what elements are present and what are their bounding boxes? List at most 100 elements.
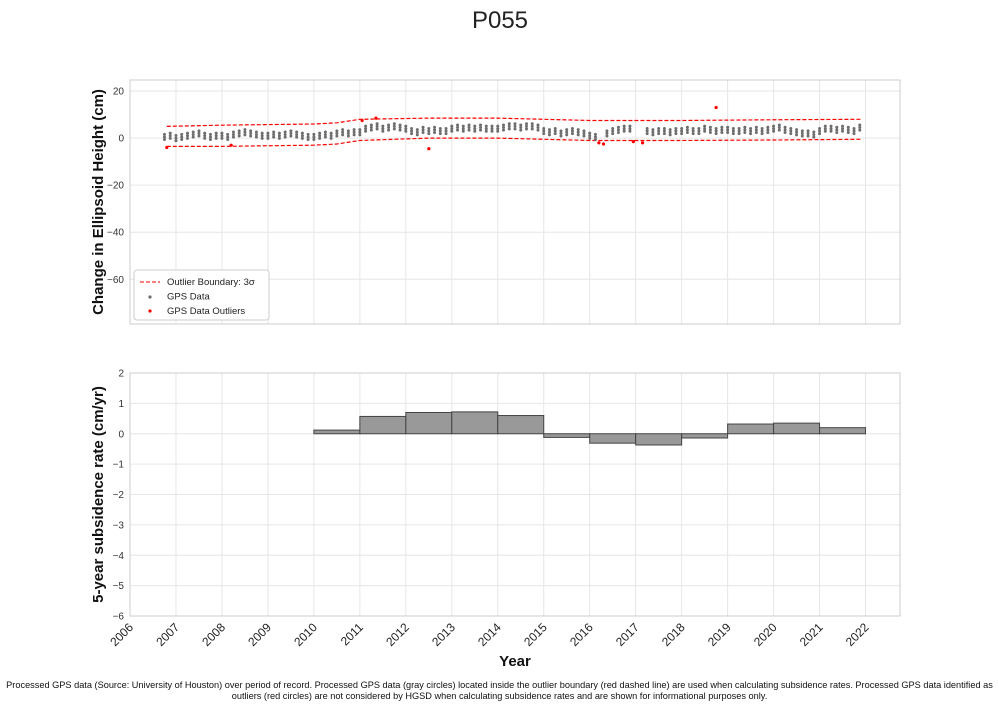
gps-data-point	[260, 134, 264, 138]
x-tick-label: 2015	[521, 620, 550, 649]
gps-data-point	[387, 128, 391, 132]
gps-data-point	[272, 135, 276, 139]
subsidence-bar	[359, 415, 407, 435]
y-tick-label: 1	[118, 399, 124, 410]
y-tick-label: −40	[107, 228, 124, 239]
gps-data-point	[369, 128, 373, 132]
gps-data-point	[277, 131, 281, 135]
gps-data-point	[243, 133, 247, 137]
gps-data-point	[622, 127, 626, 131]
gps-data-point	[570, 126, 574, 130]
legend-label: Outlier Boundary: 3σ	[167, 277, 255, 288]
gps-data-point	[490, 129, 494, 133]
gps-data-point	[507, 122, 511, 126]
gps-data-point	[812, 130, 816, 134]
gps-data-point	[410, 126, 414, 130]
x-axis-label: Year	[499, 653, 531, 670]
gps-data-point	[749, 126, 753, 130]
gps-data-point	[674, 132, 678, 136]
gps-data-point	[547, 128, 551, 132]
gps-data-point	[697, 126, 701, 130]
gps-data-point	[427, 129, 431, 133]
gps-data-point	[766, 125, 770, 129]
gps-data-point	[760, 126, 764, 130]
gps-data-point	[530, 127, 534, 131]
gps-data-point	[415, 133, 419, 137]
gps-data-point	[318, 134, 322, 138]
gps-data-point	[185, 131, 189, 135]
y-tick-label: 0	[118, 429, 124, 440]
gps-data-point	[846, 128, 850, 132]
subsidence-bar	[635, 433, 683, 446]
gps-data-point	[226, 138, 230, 142]
gps-data-point	[433, 130, 437, 134]
gps-data-point	[760, 132, 764, 136]
gps-data-point	[254, 135, 258, 139]
gps-data-point	[645, 126, 649, 130]
gps-data-point	[519, 128, 523, 132]
gps-data-point	[352, 128, 356, 132]
gps-data-point	[628, 129, 632, 133]
gps-data-point	[593, 132, 597, 136]
x-tick-label: 2009	[245, 620, 274, 649]
gps-data-point	[467, 128, 471, 132]
gps-data-point	[421, 125, 425, 129]
gps-data-point	[818, 126, 822, 130]
gps-outlier-point	[427, 147, 431, 151]
gps-data-point	[410, 129, 414, 133]
subsidence-bar	[819, 427, 867, 435]
gps-data-point	[502, 126, 506, 130]
gps-data-point	[398, 126, 402, 130]
gps-data-point	[323, 130, 327, 134]
gps-data-point	[806, 134, 810, 138]
x-tick-label: 2012	[383, 620, 412, 649]
gps-data-point	[197, 131, 201, 135]
gps-data-point	[496, 127, 500, 131]
gps-data-point	[318, 131, 322, 135]
gps-data-point	[835, 128, 839, 132]
gps-data-point	[496, 124, 500, 128]
gps-data-point	[341, 133, 345, 137]
x-tick-label: 2016	[567, 620, 596, 649]
x-tick-label: 2006	[107, 620, 136, 649]
gps-data-point	[226, 135, 230, 139]
gps-data-point	[438, 132, 442, 136]
gps-data-point	[559, 131, 563, 135]
gps-data-point	[180, 138, 184, 142]
gps-data-point	[375, 122, 379, 126]
gps-data-point	[823, 127, 827, 131]
gps-data-point	[582, 129, 586, 133]
gps-data-point	[381, 129, 385, 133]
gps-data-point	[783, 128, 787, 132]
x-tick-label: 2020	[751, 620, 780, 649]
gps-data-point	[231, 130, 235, 134]
gps-data-point	[444, 129, 448, 133]
gps-data-point	[260, 136, 264, 140]
gps-data-point	[691, 132, 695, 136]
gps-data-point	[496, 129, 500, 133]
y-tick-label: −60	[107, 275, 124, 286]
gps-data-point	[341, 130, 345, 134]
gps-data-point	[185, 136, 189, 140]
gps-data-point	[450, 129, 454, 133]
gps-data-point	[323, 133, 327, 137]
gps-data-point	[708, 128, 712, 132]
legend-gps-swatch	[148, 295, 152, 299]
gps-data-point	[168, 136, 172, 140]
gps-data-point	[800, 134, 804, 138]
gps-data-point	[479, 126, 483, 130]
gps-data-point	[203, 134, 207, 138]
gps-data-point	[519, 123, 523, 127]
gps-data-point	[329, 134, 333, 138]
gps-data-point	[588, 136, 592, 140]
gps-data-point	[559, 134, 563, 138]
x-tick-label: 2007	[153, 620, 182, 649]
gps-data-point	[691, 126, 695, 130]
gps-data-point	[685, 130, 689, 134]
subsidence-bar	[773, 422, 821, 435]
gps-data-point	[456, 128, 460, 132]
x-tick-label: 2018	[659, 620, 688, 649]
gps-data-point	[306, 135, 310, 139]
gps-data-point	[174, 139, 178, 143]
subsidence-bar	[497, 415, 545, 435]
